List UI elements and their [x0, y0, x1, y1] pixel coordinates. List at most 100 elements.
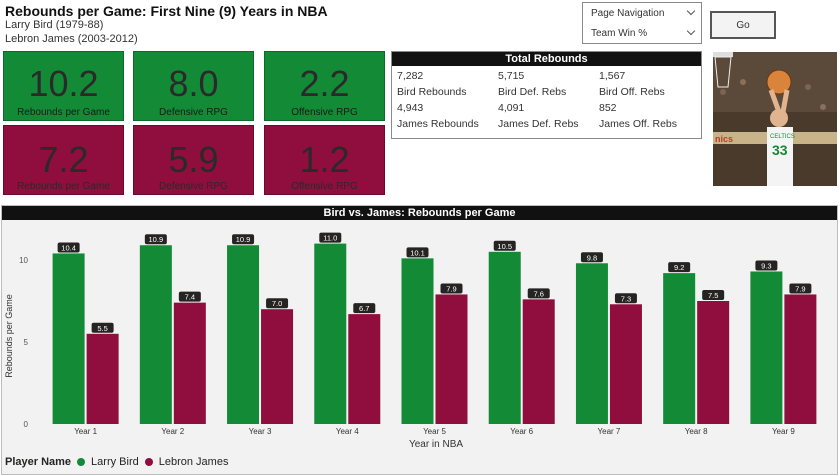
bar-james[interactable] [86, 333, 119, 424]
cell-label: James Rebounds [397, 118, 479, 130]
kpi-label: Rebounds per Game [17, 107, 110, 118]
bar-bird[interactable] [488, 251, 521, 424]
james-rebounds-cell: 4,943 James Rebounds [397, 100, 479, 132]
data-label: 11.0 [323, 234, 337, 243]
kpi-label: Rebounds per Game [17, 181, 110, 192]
kpi-label: Defensive RPG [159, 107, 228, 118]
x-tick-label: Year 5 [423, 427, 446, 436]
data-label: 7.9 [446, 284, 456, 293]
bar-james[interactable] [697, 301, 730, 424]
data-label-bg [614, 293, 637, 304]
x-tick-label: Year 2 [161, 427, 184, 436]
larry-bird-photo: nics CELTICS 33 [713, 52, 837, 186]
kpi-value: 5.9 [168, 139, 219, 180]
kpi-label: Offensive RPG [291, 107, 358, 118]
page-select-dropdown[interactable]: Team Win % [582, 23, 702, 43]
y-tick-label: 5 [24, 338, 29, 347]
chart-data-labels: 10.4 5.5 10.9 7.4 10.9 7.0 11.0 6.7 10.1 7.9 10.5 7… [57, 232, 812, 333]
chart-svg: 0 5 10 Year 1 Year 2 Year 3 Year 4 Year 5 Year 6… [4, 232, 817, 450]
page-navigation-dropdown[interactable]: Page Navigation [582, 3, 702, 23]
y-axis-label: Rebounds per Game [4, 294, 14, 378]
legend-item-bird[interactable]: Larry Bird [91, 456, 139, 468]
data-label-bg [580, 252, 603, 263]
photo-illustration: nics CELTICS 33 [713, 52, 837, 186]
bar-james[interactable] [435, 294, 468, 424]
total-rebounds-card: Total Rebounds 7,282 Bird Rebounds 5,715… [391, 51, 702, 139]
james-drpg-card: 5.9 Defensive RPG [133, 125, 254, 195]
bar-bird[interactable] [575, 263, 608, 424]
total-rebounds-title: Total Rebounds [392, 52, 701, 66]
bar-james[interactable] [173, 302, 206, 424]
data-label-bg [789, 283, 812, 294]
bird-def-rebs-cell: 5,715 Bird Def. Rebs [498, 68, 566, 100]
cell-label: Bird Off. Rebs [599, 86, 665, 98]
cell-value: 5,715 [498, 70, 525, 82]
rebounds-chart: Bird vs. James: Rebounds per Game 0 5 10 Ye… [1, 205, 838, 475]
kpi-value: 8.0 [168, 63, 219, 104]
cell-value: 852 [599, 102, 617, 114]
data-label: 10.4 [61, 243, 76, 252]
bar-james[interactable] [348, 314, 381, 424]
kpi-label: Offensive RPG [291, 181, 358, 192]
data-label: 6.7 [359, 304, 369, 313]
data-label-bg [353, 303, 376, 314]
data-label-bg [232, 234, 255, 245]
data-label-bg [702, 290, 725, 300]
cell-value: 4,943 [397, 102, 424, 114]
cell-label: Bird Rebounds [397, 86, 467, 98]
bar-james[interactable] [261, 309, 294, 424]
data-label-bg [440, 283, 463, 294]
data-label: 7.9 [795, 284, 805, 293]
chevron-down-icon[interactable] [686, 6, 696, 16]
data-label: 7.5 [708, 291, 718, 300]
bar-bird[interactable] [139, 245, 172, 424]
bar-bird[interactable] [663, 273, 696, 424]
x-tick-label: Year 6 [510, 427, 533, 436]
data-label: 10.5 [497, 242, 512, 251]
page-select-value: Team Win % [591, 27, 648, 39]
bar-bird[interactable] [314, 243, 347, 424]
data-label-bg [144, 234, 167, 245]
chart-grid: 0 5 10 Year 1 Year 2 Year 3 Year 4 Year 5 Year 6… [19, 256, 795, 436]
player1-subtitle: Larry Bird (1979-88) [5, 19, 104, 31]
bar-james[interactable] [609, 304, 642, 424]
kpi-value: 7.2 [38, 139, 89, 180]
bar-bird[interactable] [227, 245, 260, 424]
data-label-bg [266, 298, 289, 309]
data-label: 10.1 [410, 248, 425, 257]
x-tick-label: Year 3 [249, 427, 272, 436]
y-tick-label: 0 [24, 420, 29, 429]
x-axis-label: Year in NBA [409, 439, 463, 450]
kpi-value: 1.2 [299, 139, 350, 180]
bird-drpg-card: 8.0 Defensive RPG [133, 51, 254, 121]
x-tick-label: Year 1 [74, 427, 97, 436]
bird-rebounds-cell: 7,282 Bird Rebounds [397, 68, 466, 100]
legend-title: Player Name [5, 456, 72, 468]
chart-legend: Player Name Larry Bird Lebron James [5, 456, 228, 468]
bar-bird[interactable] [401, 258, 434, 424]
go-button[interactable]: Go [710, 11, 776, 39]
kpi-value: 10.2 [28, 63, 99, 104]
legend-item-james[interactable]: Lebron James [158, 456, 229, 468]
data-label: 9.2 [674, 263, 684, 272]
bird-rpg-card: 10.2 Rebounds per Game [3, 51, 124, 121]
data-label-bg [527, 288, 550, 299]
data-label-bg [755, 260, 778, 271]
cell-value: 4,091 [498, 102, 525, 114]
x-tick-label: Year 8 [685, 427, 708, 436]
data-label: 7.4 [185, 293, 195, 302]
kpi-value: 2.2 [299, 63, 350, 104]
page-title: Rebounds per Game: First Nine (9) Years … [5, 3, 328, 19]
chevron-down-icon[interactable] [686, 26, 696, 36]
data-label: 5.5 [97, 324, 107, 333]
bar-james[interactable] [522, 299, 555, 424]
bar-bird[interactable] [750, 271, 783, 424]
james-rpg-card: 7.2 Rebounds per Game [3, 125, 124, 195]
data-label: 7.3 [621, 294, 631, 303]
cell-value: 1,567 [599, 70, 626, 82]
banner-text: nics [715, 134, 733, 144]
page-navigation-slicer [582, 2, 702, 44]
bar-james[interactable] [784, 294, 817, 424]
bar-bird[interactable] [52, 253, 85, 424]
james-orpg-card: 1.2 Offensive RPG [264, 125, 385, 195]
